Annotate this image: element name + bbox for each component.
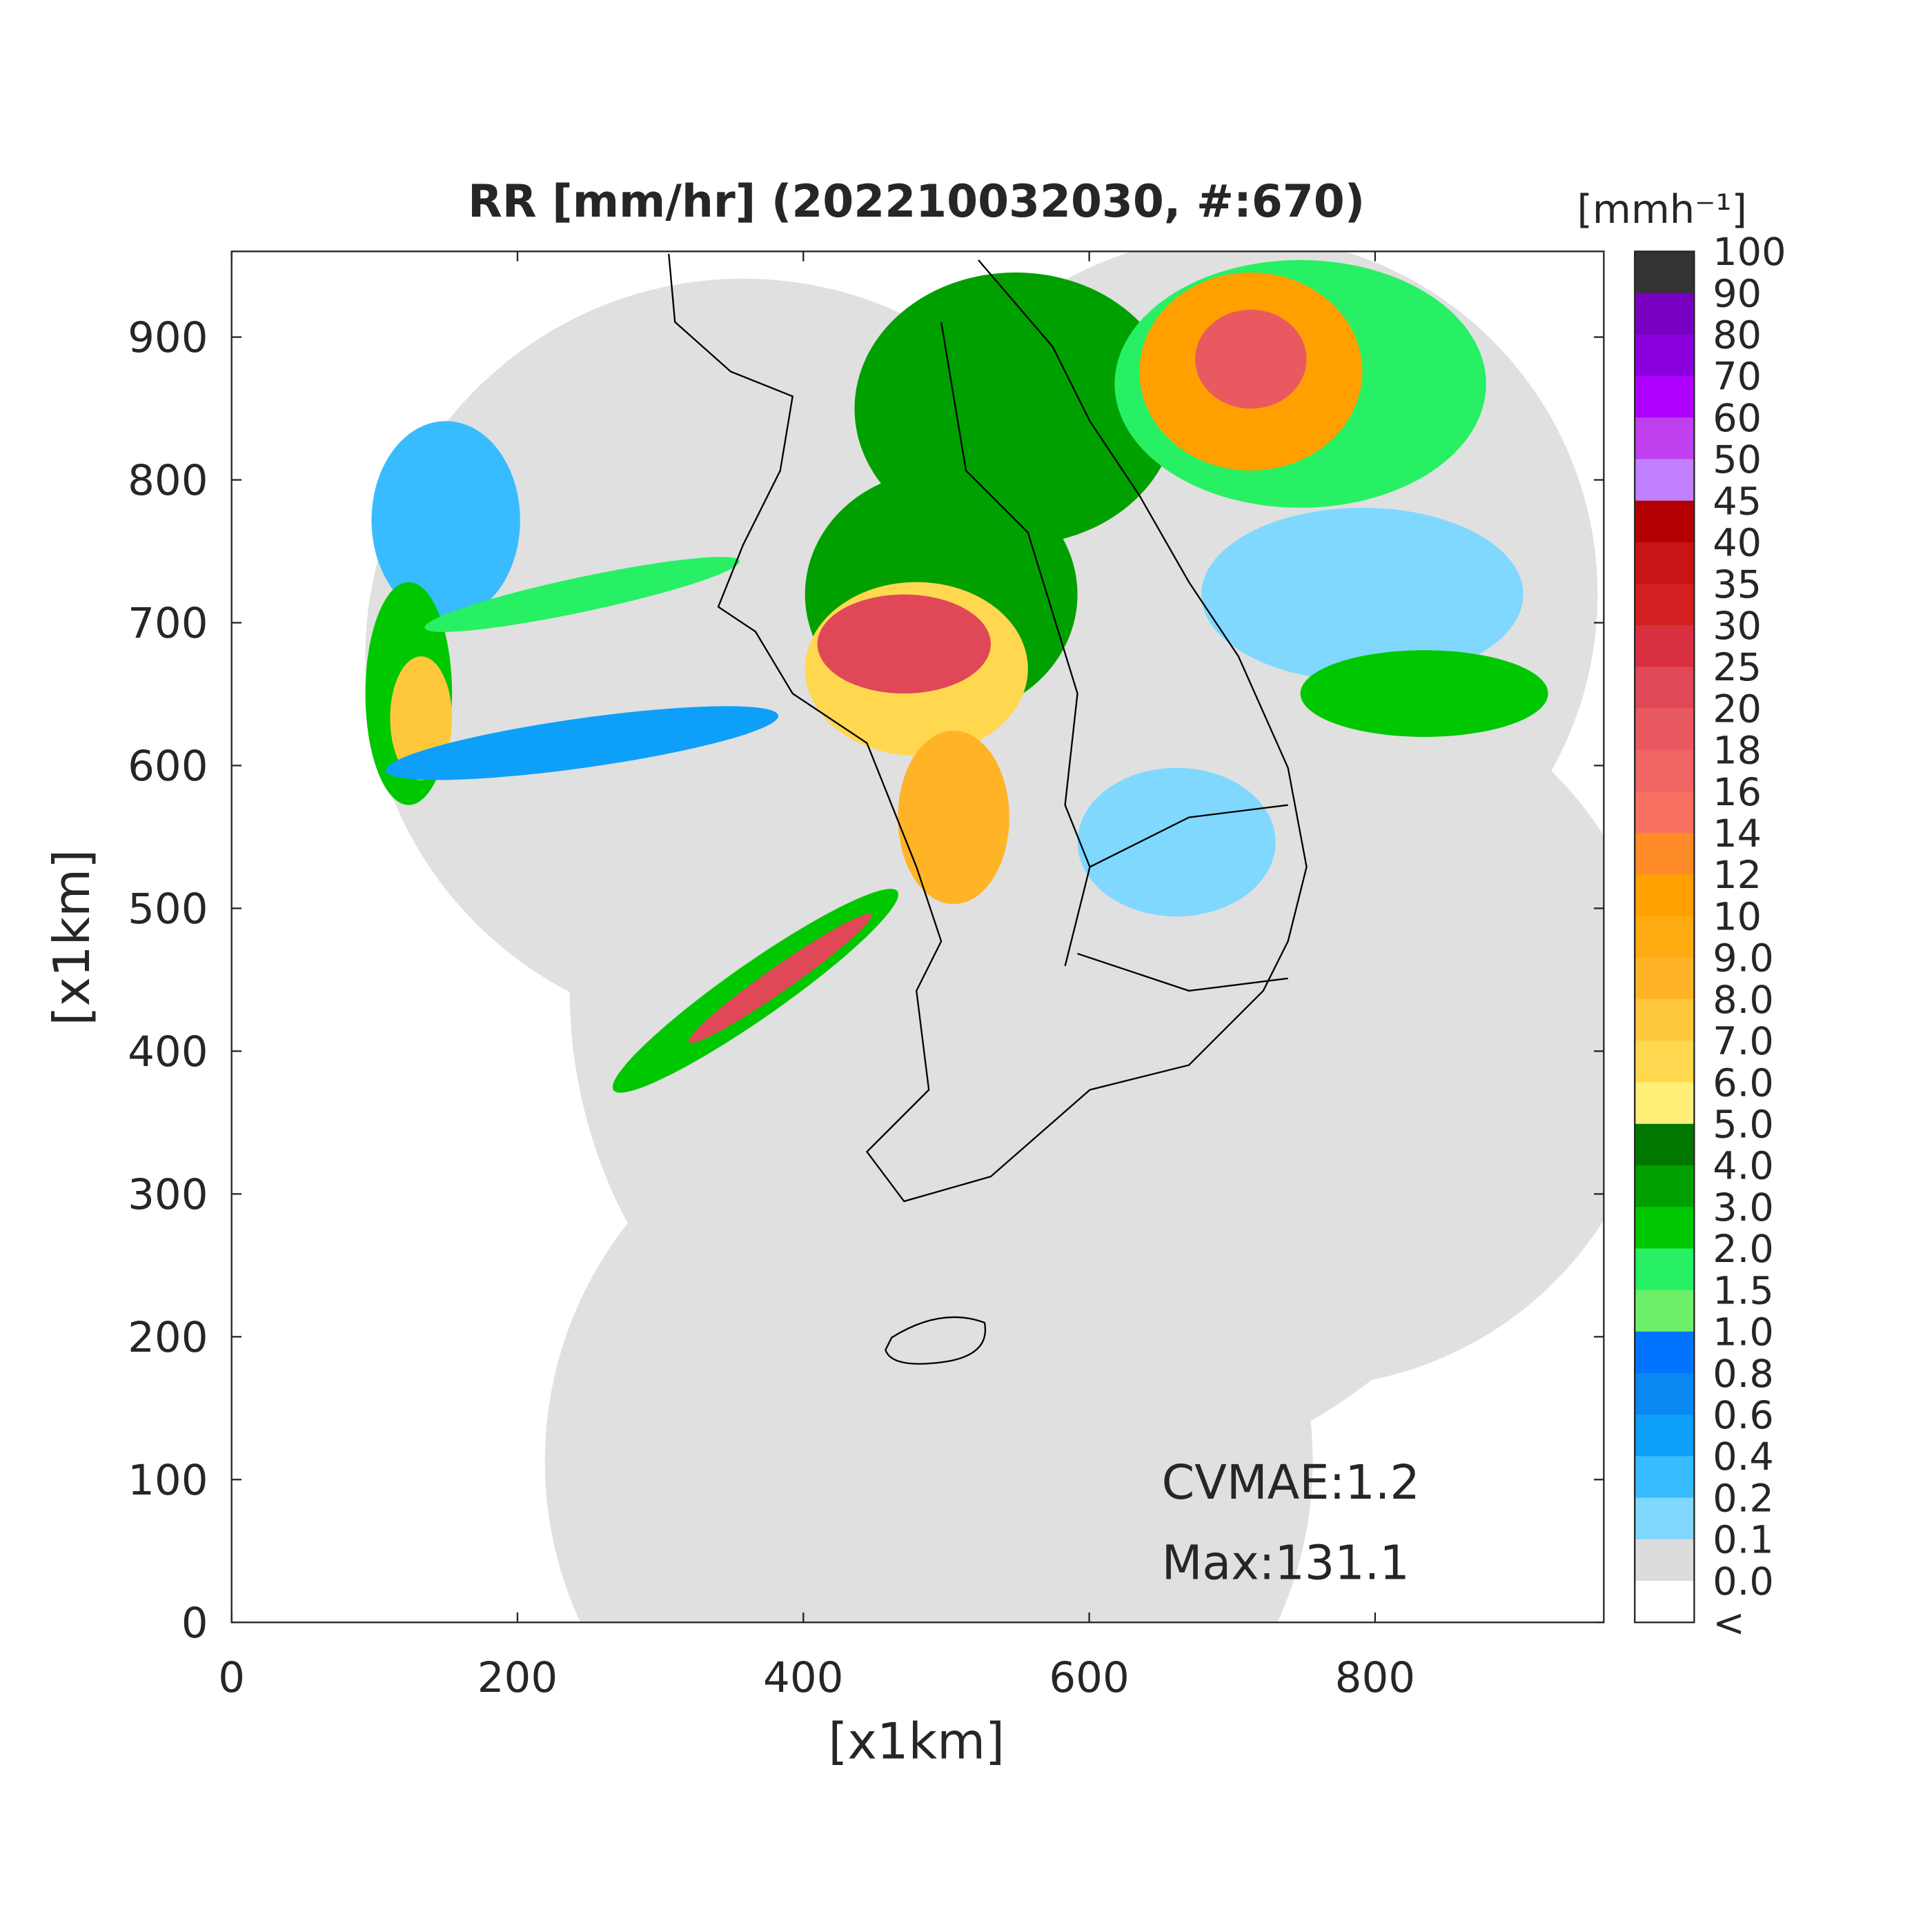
colorbar-label: 3.0 (1713, 1185, 1773, 1230)
y-tick-label: 700 (128, 599, 208, 648)
colorbar-swatch (1635, 708, 1695, 751)
colorbar-label: 20 (1713, 687, 1762, 731)
colorbar-label: 60 (1713, 396, 1762, 441)
colorbar-label: 45 (1713, 479, 1762, 524)
colorbar-swatch (1635, 667, 1695, 709)
y-tick-label: 900 (128, 313, 208, 362)
precipitation (365, 259, 1548, 1093)
colorbar-label: 0.2 (1713, 1476, 1773, 1521)
colorbar-label: 40 (1713, 521, 1762, 566)
y-tick-label: 400 (128, 1027, 208, 1076)
colorbar-label: 30 (1713, 604, 1762, 649)
colorbar-label: 12 (1713, 853, 1762, 898)
colorbar-label: 70 (1713, 355, 1762, 400)
colorbar-label: 5.0 (1713, 1103, 1773, 1147)
coastlines (668, 253, 1308, 1365)
y-tick-label: 500 (128, 885, 208, 934)
colorbar-frame (1634, 250, 1695, 1624)
colorbar-label: 18 (1713, 729, 1762, 773)
colorbar-label: 35 (1713, 562, 1762, 607)
colorbar-swatch (1635, 459, 1695, 502)
colorbar-label: 50 (1713, 437, 1762, 482)
colorbar-swatch (1635, 1248, 1695, 1291)
colorbar-label: 0.6 (1713, 1393, 1773, 1438)
colorbar-label: 0.1 (1713, 1518, 1773, 1563)
colorbar-swatch (1635, 1373, 1695, 1416)
y-tick-label: 300 (128, 1170, 208, 1219)
colorbar-label: 4.0 (1713, 1144, 1773, 1189)
y-tick-label: 200 (128, 1313, 208, 1362)
colorbar-label: 14 (1713, 811, 1762, 856)
colorbar-label: 0.8 (1713, 1352, 1773, 1397)
colorbar-swatch (1635, 1581, 1695, 1624)
y-tick-label: 800 (128, 456, 208, 505)
x-tick-label: 800 (1335, 1653, 1415, 1702)
y-axis-label: [x1km] (43, 849, 101, 1026)
colorbar-swatch (1635, 1539, 1695, 1581)
title: RR [mm/hr] (202210032030, #:670) (468, 176, 1365, 228)
colorbar-label: 2.0 (1713, 1227, 1773, 1272)
colorbar-swatch (1635, 293, 1695, 335)
colorbar-swatch (1635, 1041, 1695, 1083)
colorbar-label: 10 (1713, 894, 1762, 939)
colorbar-swatch (1635, 1123, 1695, 1166)
colorbar-label: 0.0 (1713, 1559, 1773, 1604)
colorbar-swatch (1635, 916, 1695, 958)
colorbar-swatch (1635, 1456, 1695, 1499)
y-tick-label: 100 (128, 1456, 208, 1505)
colorbar-swatch (1635, 417, 1695, 460)
annotation: Max:131.1 (1162, 1536, 1410, 1590)
colorbar-swatch (1635, 874, 1695, 917)
colorbar-label: 8.0 (1713, 978, 1773, 1023)
colorbar-label: < (1713, 1601, 1745, 1646)
colorbar-label: 7.0 (1713, 1019, 1773, 1064)
colorbar-unit: [mmh⁻¹] (1577, 186, 1747, 233)
colorbar-swatch (1635, 1414, 1695, 1457)
colorbar-label: 9.0 (1713, 936, 1773, 981)
colorbar-label: 0.4 (1713, 1435, 1773, 1479)
colorbar-label: 1.5 (1713, 1268, 1773, 1313)
colorbar-swatch (1635, 791, 1695, 834)
colorbar-label: 25 (1713, 645, 1762, 690)
colorbar-swatch (1635, 500, 1695, 543)
x-tick-label: 200 (477, 1653, 558, 1702)
x-axis-label: [x1km] (828, 1713, 1005, 1771)
y-tick-label: 0 (181, 1599, 208, 1648)
colorbar-label: 6.0 (1713, 1061, 1773, 1105)
y-tick-label: 600 (128, 742, 208, 791)
colorbar-swatch (1635, 584, 1695, 627)
colorbar-label: 1.0 (1713, 1310, 1773, 1355)
colorbar-swatch (1635, 1207, 1695, 1250)
colorbar-swatch (1635, 833, 1695, 876)
radar-map (365, 251, 1604, 1623)
x-tick-label: 600 (1049, 1653, 1129, 1702)
colorbar-label: 100 (1713, 230, 1786, 275)
colorbar-swatch (1635, 749, 1695, 792)
colorbar-swatch (1635, 375, 1695, 419)
colorbar-swatch (1635, 251, 1695, 294)
colorbar-swatch (1635, 625, 1695, 668)
annotation: CVMAE:1.2 (1162, 1456, 1420, 1510)
colorbar-swatch (1635, 1165, 1695, 1208)
colorbar-swatch (1635, 957, 1695, 1000)
colorbar-swatch (1635, 542, 1695, 584)
x-tick-label: 0 (218, 1653, 245, 1702)
colorbar-label: 90 (1713, 271, 1762, 316)
colorbar-label: 80 (1713, 313, 1762, 358)
x-tick-label: 400 (763, 1653, 843, 1702)
plot-frame (230, 250, 1605, 1624)
colorbar-swatch (1635, 334, 1695, 377)
colorbar-swatch (1635, 1082, 1695, 1125)
colorbar-swatch (1635, 1331, 1695, 1374)
colorbar-swatch (1635, 1290, 1695, 1332)
colorbar-swatch (1635, 999, 1695, 1042)
colorbar-label: 16 (1713, 770, 1762, 815)
colorbar-swatch (1635, 1497, 1695, 1540)
